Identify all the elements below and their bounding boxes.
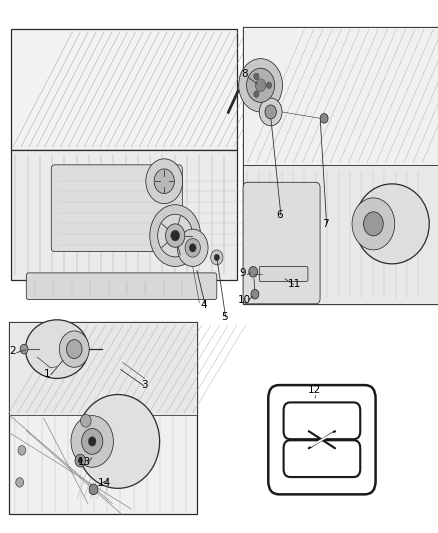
Circle shape [239, 59, 283, 112]
Circle shape [254, 73, 259, 79]
Circle shape [71, 416, 113, 467]
Text: 3: 3 [141, 380, 148, 390]
Text: 4: 4 [201, 300, 208, 310]
Circle shape [211, 250, 223, 265]
Circle shape [166, 224, 185, 247]
FancyBboxPatch shape [26, 273, 217, 300]
Circle shape [266, 82, 272, 88]
Text: 13: 13 [78, 457, 91, 467]
Circle shape [364, 212, 383, 236]
Bar [11, 29, 237, 150]
Text: 11: 11 [288, 279, 301, 288]
Circle shape [320, 114, 328, 123]
Circle shape [352, 198, 395, 250]
FancyBboxPatch shape [51, 165, 182, 252]
Circle shape [20, 344, 28, 354]
Circle shape [259, 98, 282, 126]
FancyArrow shape [226, 89, 240, 114]
Text: 8: 8 [241, 69, 248, 78]
Circle shape [158, 214, 193, 257]
Polygon shape [35, 358, 73, 373]
Bar [11, 150, 237, 280]
Circle shape [247, 68, 275, 102]
Circle shape [150, 205, 201, 266]
Text: 2: 2 [9, 346, 16, 356]
Bar [9, 322, 197, 514]
Circle shape [16, 478, 24, 487]
Circle shape [177, 229, 208, 266]
Ellipse shape [76, 394, 159, 488]
Circle shape [75, 454, 85, 467]
Ellipse shape [355, 184, 429, 264]
FancyBboxPatch shape [259, 266, 308, 281]
Text: 6: 6 [276, 211, 283, 220]
Bar [243, 27, 438, 304]
Text: 14: 14 [98, 478, 111, 488]
Bar [9, 322, 197, 415]
Circle shape [146, 159, 183, 204]
Bar [243, 165, 438, 304]
Text: 5: 5 [221, 312, 228, 322]
Circle shape [89, 484, 98, 495]
Circle shape [67, 340, 82, 359]
Ellipse shape [25, 320, 88, 378]
Circle shape [171, 230, 180, 241]
Circle shape [251, 289, 259, 299]
Text: 12: 12 [308, 385, 321, 395]
Text: 9: 9 [240, 268, 247, 278]
Circle shape [189, 244, 196, 252]
Circle shape [81, 414, 91, 427]
Circle shape [78, 458, 82, 463]
Circle shape [255, 79, 266, 92]
Text: 7: 7 [321, 219, 328, 229]
Circle shape [214, 254, 219, 261]
Circle shape [249, 266, 258, 277]
Bar [243, 27, 438, 165]
Circle shape [81, 429, 103, 454]
Circle shape [254, 91, 259, 98]
FancyBboxPatch shape [243, 182, 320, 304]
Circle shape [59, 331, 89, 367]
Circle shape [185, 239, 200, 257]
Text: 10: 10 [238, 295, 251, 304]
Circle shape [154, 169, 174, 193]
Text: 1: 1 [44, 369, 51, 379]
Circle shape [88, 437, 96, 446]
Circle shape [265, 105, 276, 119]
Circle shape [18, 446, 26, 455]
